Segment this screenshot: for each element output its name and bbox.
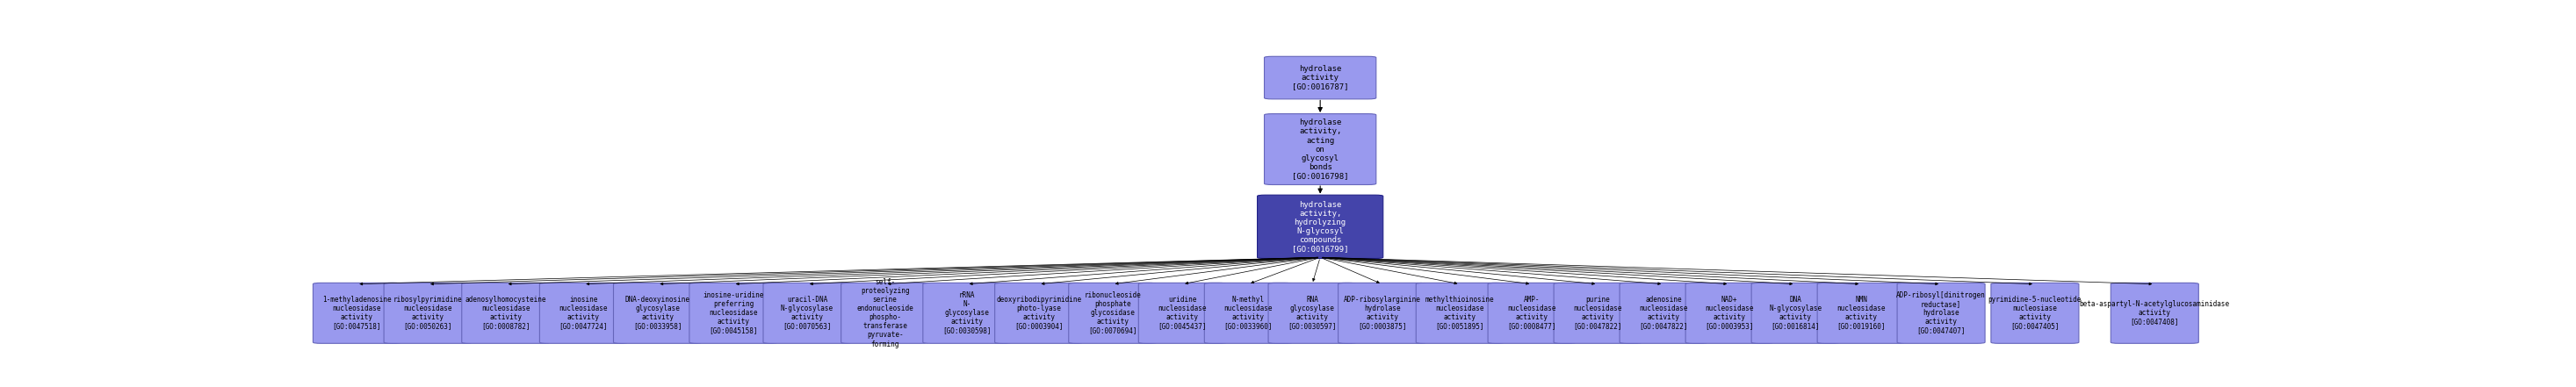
FancyBboxPatch shape: [994, 283, 1082, 343]
FancyBboxPatch shape: [1337, 283, 1427, 343]
Text: ribonucleoside
phosphate
glycosidase
activity
[GO:0070694]: ribonucleoside phosphate glycosidase act…: [1084, 291, 1141, 335]
Text: NAD+
nucleosidase
activity
[GO:0003953]: NAD+ nucleosidase activity [GO:0003953]: [1705, 296, 1754, 330]
FancyBboxPatch shape: [1417, 283, 1504, 343]
FancyBboxPatch shape: [1139, 283, 1226, 343]
Text: purine
nucleosidase
activity
[GO:0047822]: purine nucleosidase activity [GO:0047822…: [1574, 296, 1623, 330]
FancyBboxPatch shape: [538, 283, 629, 343]
Text: self-
proteolyzing
serine
endonucleoside
phospho-
transferase
pyruvate-
forming: self- proteolyzing serine endonucleoside…: [858, 278, 914, 348]
FancyBboxPatch shape: [1752, 283, 1839, 343]
FancyBboxPatch shape: [1265, 57, 1376, 99]
Text: adenosine
nucleosidase
activity
[GO:0047822]: adenosine nucleosidase activity [GO:0047…: [1638, 296, 1687, 330]
Text: rRNA
N-
glycosylase
activity
[GO:0030598]: rRNA N- glycosylase activity [GO:0030598…: [943, 291, 992, 335]
Text: 1-methyladenosine
nucleosidase
activity
[GO:0047518]: 1-methyladenosine nucleosidase activity …: [322, 296, 392, 330]
Text: hydrolase
activity,
acting
on
glycosyl
bonds
[GO:0016798]: hydrolase activity, acting on glycosyl b…: [1293, 119, 1347, 180]
FancyBboxPatch shape: [1685, 283, 1772, 343]
Text: NMN
nucleosidase
activity
[GO:0019160]: NMN nucleosidase activity [GO:0019160]: [1837, 296, 1886, 330]
Text: DNA
N-glycosylase
activity
[GO:0016814]: DNA N-glycosylase activity [GO:0016814]: [1770, 296, 1821, 330]
Text: ADP-ribosylarginine
hydrolase
activity
[GO:0003875]: ADP-ribosylarginine hydrolase activity […: [1345, 296, 1422, 330]
FancyBboxPatch shape: [384, 283, 471, 343]
FancyBboxPatch shape: [2110, 283, 2200, 343]
FancyBboxPatch shape: [1265, 114, 1376, 185]
FancyBboxPatch shape: [1267, 283, 1355, 343]
Text: methylthioinosine
nucleosidase
activity
[GO:0051895]: methylthioinosine nucleosidase activity …: [1425, 296, 1494, 330]
Text: deoxyribodipyrimidine
photo-lyase
activity
[GO:0003904]: deoxyribodipyrimidine photo-lyase activi…: [997, 296, 1082, 330]
FancyBboxPatch shape: [1896, 283, 1986, 343]
Text: beta-aspartyl-N-acetylglucosaminidase
activity
[GO:0047408]: beta-aspartyl-N-acetylglucosaminidase ac…: [2079, 300, 2231, 326]
FancyBboxPatch shape: [1553, 283, 1641, 343]
FancyBboxPatch shape: [1257, 195, 1383, 259]
FancyBboxPatch shape: [840, 283, 930, 343]
FancyBboxPatch shape: [1206, 283, 1293, 343]
Text: hydrolase
activity
[GO:0016787]: hydrolase activity [GO:0016787]: [1293, 65, 1347, 91]
Text: inosine
nucleosidase
activity
[GO:0047724]: inosine nucleosidase activity [GO:004772…: [559, 296, 608, 330]
Text: AMP-
nucleosidase
activity
[GO:0008477]: AMP- nucleosidase activity [GO:0008477]: [1507, 296, 1556, 330]
FancyBboxPatch shape: [1816, 283, 1906, 343]
Text: ribosylpyrimidine
nucleosidase
activity
[GO:0050263]: ribosylpyrimidine nucleosidase activity …: [394, 296, 461, 330]
FancyBboxPatch shape: [1991, 283, 2079, 343]
FancyBboxPatch shape: [461, 283, 549, 343]
FancyBboxPatch shape: [690, 283, 778, 343]
Text: uracil-DNA
N-glycosylase
activity
[GO:0070563]: uracil-DNA N-glycosylase activity [GO:00…: [781, 296, 835, 330]
FancyBboxPatch shape: [314, 283, 402, 343]
Text: uridine
nucleosidase
activity
[GO:0045437]: uridine nucleosidase activity [GO:004543…: [1159, 296, 1206, 330]
Text: pyrimidine-5-nucleotide
nucleosiase
activity
[GO:0047405]: pyrimidine-5-nucleotide nucleosiase acti…: [1989, 296, 2081, 330]
FancyBboxPatch shape: [613, 283, 701, 343]
FancyBboxPatch shape: [1069, 283, 1157, 343]
Text: DNA-deoxyinosine
glycosylase
activity
[GO:0033958]: DNA-deoxyinosine glycosylase activity [G…: [626, 296, 690, 330]
FancyBboxPatch shape: [922, 283, 1010, 343]
FancyBboxPatch shape: [1620, 283, 1708, 343]
Text: ADP-ribosyl[dinitrogen
reductase]
hydrolase
activity
[GO:0047407]: ADP-ribosyl[dinitrogen reductase] hydrol…: [1896, 291, 1986, 335]
Text: hydrolase
activity,
hydrolyzing
N-glycosyl
compounds
[GO:0016799]: hydrolase activity, hydrolyzing N-glycos…: [1293, 201, 1347, 253]
FancyBboxPatch shape: [762, 283, 850, 343]
Text: N-methyl
nucleosidase
activity
[GO:0033960]: N-methyl nucleosidase activity [GO:00339…: [1224, 296, 1273, 330]
Text: inosine-uridine
preferring
nucleosidase
activity
[GO:0045158]: inosine-uridine preferring nucleosidase …: [703, 291, 762, 335]
Text: adenosylhomocysteine
nucleosidase
activity
[GO:0008782]: adenosylhomocysteine nucleosidase activi…: [466, 296, 546, 330]
FancyBboxPatch shape: [1489, 283, 1577, 343]
Text: RNA
glycosylase
activity
[GO:0030597]: RNA glycosylase activity [GO:0030597]: [1288, 296, 1337, 330]
